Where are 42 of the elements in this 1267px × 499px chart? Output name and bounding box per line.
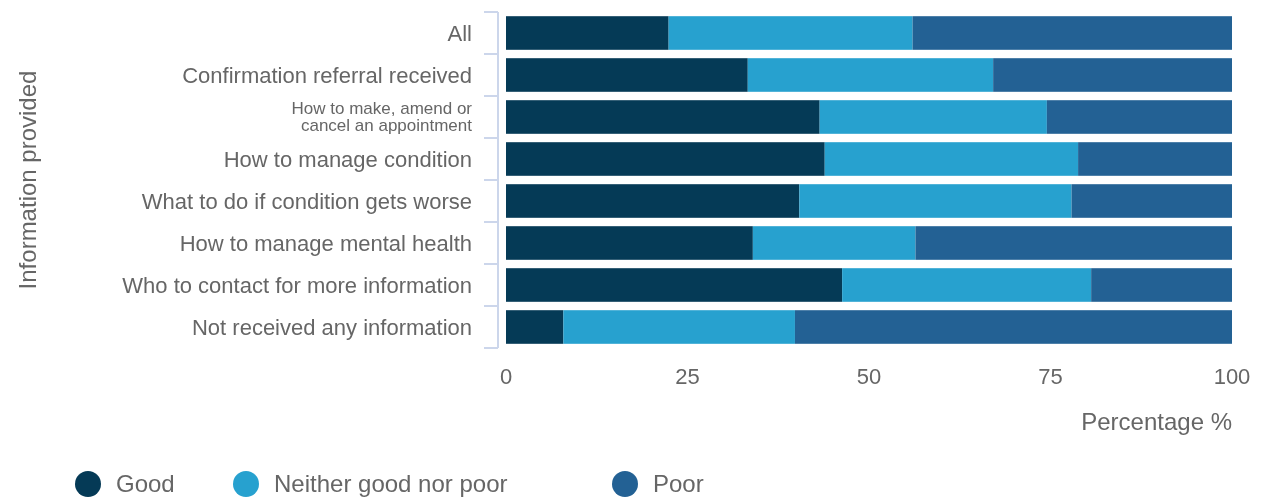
legend-label: Neither good nor poor	[274, 470, 508, 498]
bar	[1071, 184, 1232, 218]
legend-label: Poor	[653, 470, 704, 498]
y-tick-label: Not received any information	[191, 314, 472, 340]
bar	[1091, 268, 1232, 302]
y-axis-title: Information provided	[14, 70, 41, 290]
bar	[506, 100, 820, 134]
legend-label: Good	[116, 470, 175, 498]
bar	[824, 142, 1079, 176]
y-tick-label: How to manage condition	[223, 146, 472, 172]
x-axis-title: Percentage %	[1081, 408, 1232, 435]
x-tick-label: 25	[675, 364, 700, 389]
bar	[993, 58, 1232, 92]
x-tick-label: 100	[1213, 364, 1251, 389]
bar	[506, 226, 753, 260]
bar	[915, 226, 1232, 260]
bar	[506, 58, 748, 92]
bar	[1078, 142, 1232, 176]
y-tick-label: How to manage mental health	[179, 230, 472, 256]
x-tick-label: 50	[856, 364, 882, 389]
bar	[912, 16, 1232, 50]
x-tick-label: 0	[499, 364, 513, 389]
y-tick-label: All	[447, 20, 472, 46]
bar	[506, 142, 825, 176]
bar	[506, 268, 843, 302]
bar	[842, 268, 1092, 302]
y-tick-label: How to make, amend or cancel an appointment	[291, 98, 473, 136]
bar	[747, 58, 994, 92]
bar	[563, 310, 795, 344]
y-tick-label: Who to contact for more information	[122, 272, 472, 298]
bar	[752, 226, 916, 260]
x-tick-label: 75	[1038, 364, 1063, 389]
bar	[819, 100, 1047, 134]
bar	[1046, 100, 1232, 134]
y-tick-label: What to do if condition gets worse	[141, 188, 472, 214]
y-tick-label: Confirmation referral received	[182, 62, 472, 88]
bar	[506, 184, 800, 218]
bar	[794, 310, 1232, 344]
bar	[799, 184, 1072, 218]
bar	[668, 16, 913, 50]
bar	[506, 310, 564, 344]
bar	[506, 16, 669, 50]
